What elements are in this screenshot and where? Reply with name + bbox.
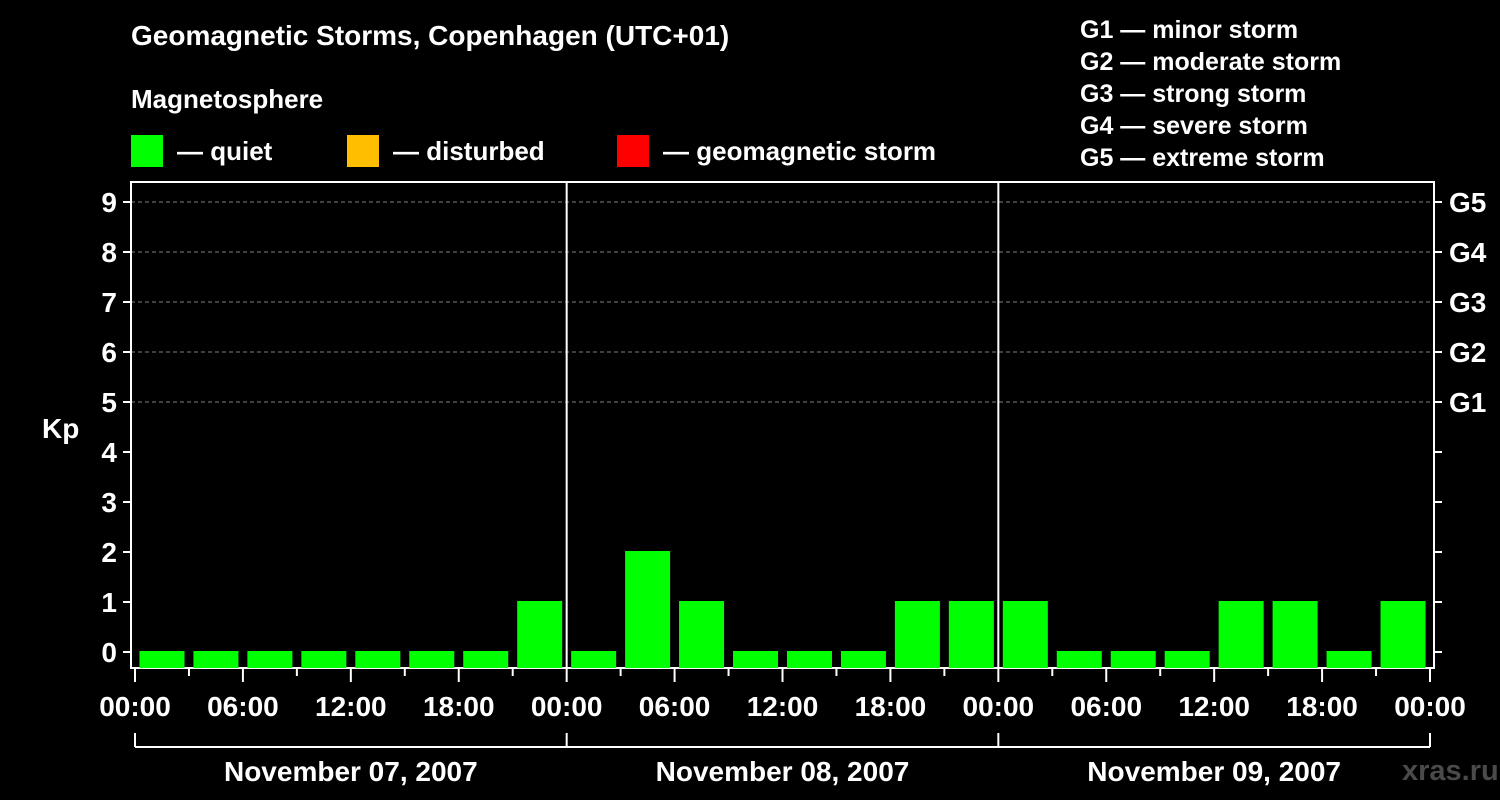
kp-bar — [1380, 601, 1426, 668]
kp-bar — [1326, 651, 1372, 668]
magnetosphere-label: Magnetosphere — [131, 84, 324, 114]
day-label: November 07, 2007 — [224, 756, 478, 787]
kp-bar — [1002, 601, 1048, 668]
kp-bar — [247, 651, 293, 668]
storm-scale-list: G1 — minor storm G2 — moderate storm G3 … — [1080, 14, 1341, 174]
x-tick-label: 18:00 — [423, 691, 495, 722]
storm-level-label: G2 — [1449, 337, 1486, 368]
y-tick-label: 8 — [101, 237, 117, 268]
y-tick-label: 9 — [101, 187, 117, 218]
kp-bar — [139, 651, 185, 668]
storm-scale-g5: G5 — extreme storm — [1080, 144, 1325, 172]
legend-disturbed: — disturbed — [347, 134, 545, 168]
kp-bar — [1110, 651, 1156, 668]
y-tick-label: 0 — [101, 637, 117, 668]
kp-bar — [355, 651, 401, 668]
storm-scale-g3: G3 — strong storm — [1080, 80, 1307, 108]
kp-bar — [894, 601, 940, 668]
x-tick-label: 06:00 — [207, 691, 279, 722]
x-tick-label: 06:00 — [1070, 691, 1142, 722]
x-tick-label: 12:00 — [315, 691, 387, 722]
y-tick-label: 3 — [101, 487, 117, 518]
y-tick-label: 2 — [101, 537, 117, 568]
x-tick-label: 18:00 — [1286, 691, 1358, 722]
kp-bar — [463, 651, 509, 668]
day-label: November 08, 2007 — [656, 756, 910, 787]
y-tick-label: 5 — [101, 387, 117, 418]
x-tick-label: 00:00 — [99, 691, 171, 722]
legend-swatch-disturbed — [347, 135, 379, 167]
x-tick-label: 00:00 — [963, 691, 1035, 722]
kp-bar — [786, 651, 832, 668]
watermark: xras.ru — [1402, 755, 1499, 787]
legend-label-storm: — geomagnetic storm — [663, 135, 937, 166]
kp-bar — [1272, 601, 1318, 668]
x-tick-label: 12:00 — [1178, 691, 1250, 722]
plot-frame — [130, 181, 1435, 669]
chart-title: Geomagnetic Storms, Copenhagen (UTC+01) — [131, 20, 730, 51]
y-tick-label: 4 — [101, 437, 117, 468]
storm-level-label: G1 — [1449, 387, 1486, 418]
kp-bar — [625, 551, 671, 668]
legend-label-disturbed: — disturbed — [393, 135, 545, 166]
y-tick-label: 7 — [101, 287, 117, 318]
x-tick-label: 12:00 — [747, 691, 819, 722]
kp-bar — [409, 651, 455, 668]
kp-bar — [733, 651, 779, 668]
kp-bar — [193, 651, 239, 668]
kp-bar — [840, 651, 886, 668]
x-tick-label: 06:00 — [639, 691, 711, 722]
x-tick-label: 18:00 — [855, 691, 927, 722]
storm-level-label: G4 — [1449, 237, 1487, 268]
legend-storm: — geomagnetic storm — [617, 134, 936, 168]
legend-label-quiet: — quiet — [177, 135, 273, 166]
legend-swatch-quiet — [131, 135, 163, 167]
kp-bar — [1056, 651, 1102, 668]
x-tick-label: 00:00 — [1394, 691, 1466, 722]
y-axis-label: Kp — [42, 413, 79, 444]
storm-level-label: G3 — [1449, 287, 1486, 318]
storm-scale-g4: G4 — severe storm — [1080, 112, 1308, 140]
day-label: November 09, 2007 — [1087, 756, 1341, 787]
legend-quiet: — quiet — [131, 134, 272, 168]
y-tick-label: 6 — [101, 337, 117, 368]
legend-swatch-storm — [617, 135, 649, 167]
kp-bar — [1164, 651, 1210, 668]
storm-level-label: G5 — [1449, 187, 1486, 218]
x-tick-label: 00:00 — [531, 691, 603, 722]
kp-bar — [679, 601, 725, 668]
storm-scale-g1: G1 — minor storm — [1080, 16, 1299, 44]
kp-bar — [301, 651, 347, 668]
kp-bar — [948, 601, 994, 668]
kp-bar — [1218, 601, 1264, 668]
kp-bar — [571, 651, 617, 668]
y-tick-label: 1 — [101, 587, 117, 618]
kp-bar — [517, 601, 563, 668]
storm-scale-g2: G2 — moderate storm — [1080, 48, 1342, 76]
